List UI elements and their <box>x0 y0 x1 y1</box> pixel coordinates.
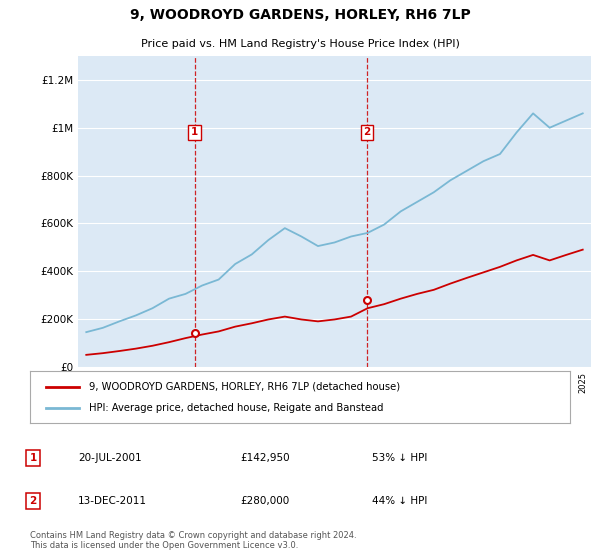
Text: Contains HM Land Registry data © Crown copyright and database right 2024.
This d: Contains HM Land Registry data © Crown c… <box>30 530 356 550</box>
Text: 53% ↓ HPI: 53% ↓ HPI <box>372 453 427 463</box>
Text: 20-JUL-2001: 20-JUL-2001 <box>78 453 142 463</box>
Text: £142,950: £142,950 <box>240 453 290 463</box>
Text: 2: 2 <box>29 496 37 506</box>
Text: 9, WOODROYD GARDENS, HORLEY, RH6 7LP: 9, WOODROYD GARDENS, HORLEY, RH6 7LP <box>130 8 470 22</box>
Text: Price paid vs. HM Land Registry's House Price Index (HPI): Price paid vs. HM Land Registry's House … <box>140 39 460 49</box>
Text: 2: 2 <box>364 127 371 137</box>
Text: £280,000: £280,000 <box>240 496 289 506</box>
Text: 44% ↓ HPI: 44% ↓ HPI <box>372 496 427 506</box>
Text: 9, WOODROYD GARDENS, HORLEY, RH6 7LP (detached house): 9, WOODROYD GARDENS, HORLEY, RH6 7LP (de… <box>89 382 401 392</box>
Text: 13-DEC-2011: 13-DEC-2011 <box>78 496 147 506</box>
Text: 1: 1 <box>29 453 37 463</box>
Text: HPI: Average price, detached house, Reigate and Banstead: HPI: Average price, detached house, Reig… <box>89 403 384 413</box>
Text: 1: 1 <box>191 127 198 137</box>
